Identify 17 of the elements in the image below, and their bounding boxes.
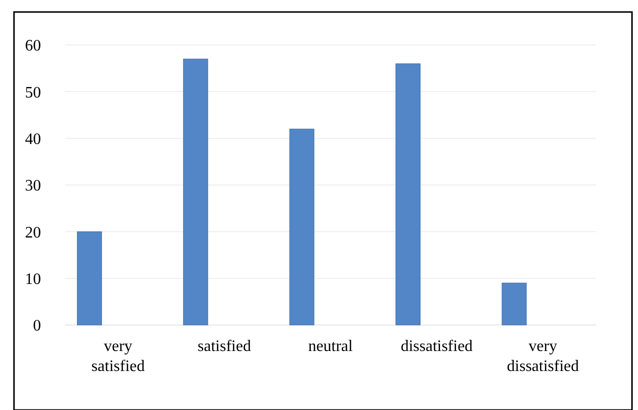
bar [76,231,102,326]
x-tick-label: very satisfied [91,338,145,375]
x-tick-label: neutral [308,338,354,355]
bar [183,58,208,326]
x-tick-label: dissatisfied [400,338,473,355]
y-tick-label: 10 [25,270,41,288]
y-tick-label: 30 [25,178,41,195]
y-tick-label: 60 [25,38,41,55]
bar [289,128,314,326]
bar [502,282,527,326]
y-tick-label: 20 [25,224,41,242]
y-tick-label: 50 [25,84,41,102]
y-tick-label: 0 [33,318,41,335]
x-tick-label: very dissatisfied [506,338,579,375]
x-tick-label: satisfied [198,338,251,355]
bar [396,63,420,326]
y-tick-label: 40 [25,130,41,148]
